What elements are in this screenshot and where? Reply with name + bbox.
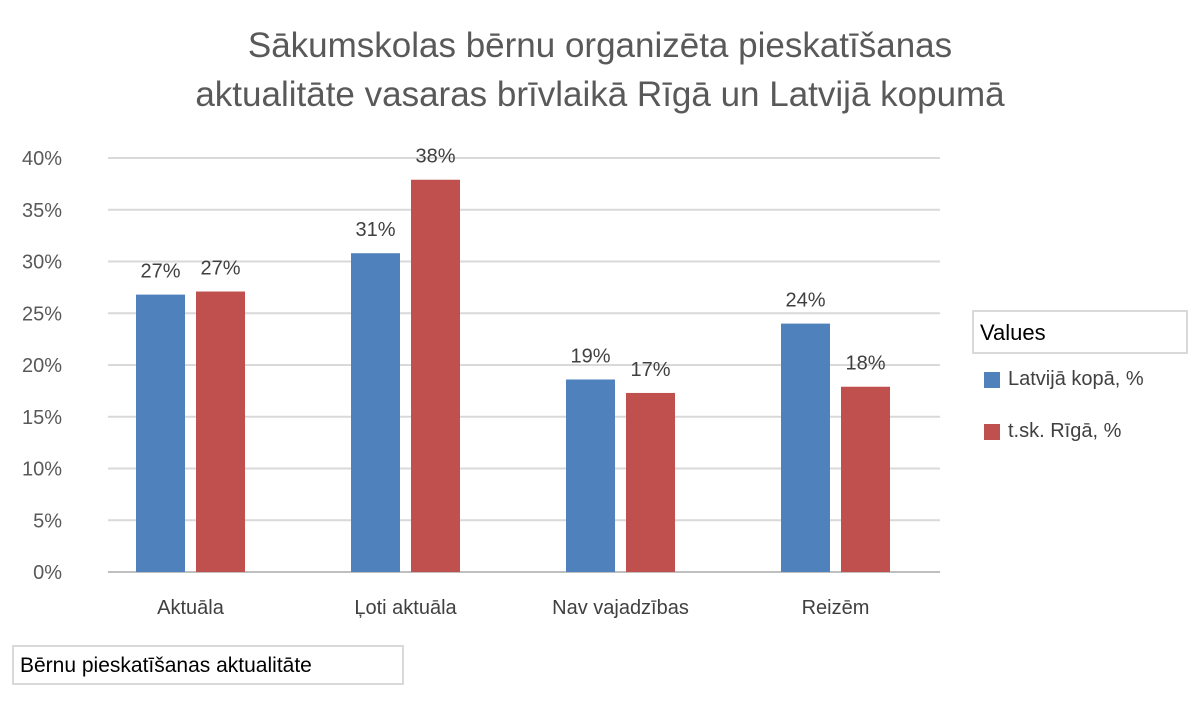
data-label: 27% [200,258,240,280]
y-tick-label: 5% [33,510,62,532]
bar-riga [626,392,675,572]
y-tick-label: 0% [33,562,62,584]
legend-title[interactable]: Values [972,310,1188,354]
y-tick-label: 30% [22,252,62,274]
legend-item-latvija[interactable]: Latvijā kopā, % [984,368,1144,391]
legend-swatch-blue [984,371,1000,388]
data-label: 38% [415,146,455,168]
y-tick-label: 25% [22,303,62,325]
legend-item-riga[interactable]: t.sk. Rīgā, % [984,420,1121,443]
bar-latvija [351,253,400,572]
x-tick-label: Nav vajadzības [552,597,689,619]
data-label: 27% [140,261,180,283]
chart-title-line-2: aktualitāte vasaras brīvlaikā Rīgā un La… [195,75,1005,114]
data-label: 18% [845,353,885,375]
x-tick-label: Aktuāla [157,597,225,619]
y-tick-label: 40% [22,148,62,170]
data-label: 17% [630,359,670,381]
legend-label: Latvijā kopā, % [1008,368,1144,390]
y-tick-label: 10% [22,459,62,481]
chart-title-line-1: Sākumskolas bērnu organizēta pieskatīšan… [247,26,953,65]
bar-riga [841,386,890,572]
x-tick-label: Reizēm [802,597,870,619]
bar-latvija [136,294,185,572]
y-tick-label: 20% [22,355,62,377]
x-tick-label: Ļoti aktuāla [354,597,457,619]
data-label: 31% [355,219,395,241]
bar-latvija [781,323,830,572]
field-button[interactable]: Bērnu pieskatīšanas aktualitāte [12,645,404,685]
bar-riga [411,179,460,573]
data-label: 19% [570,345,610,367]
bar-latvija [566,379,615,572]
y-tick-label: 15% [22,407,62,429]
data-label: 24% [785,290,825,312]
legend-swatch-red [984,423,1000,440]
bar-riga [196,291,245,572]
legend-label: t.sk. Rīgā, % [1008,420,1122,442]
y-tick-label: 35% [22,200,62,222]
